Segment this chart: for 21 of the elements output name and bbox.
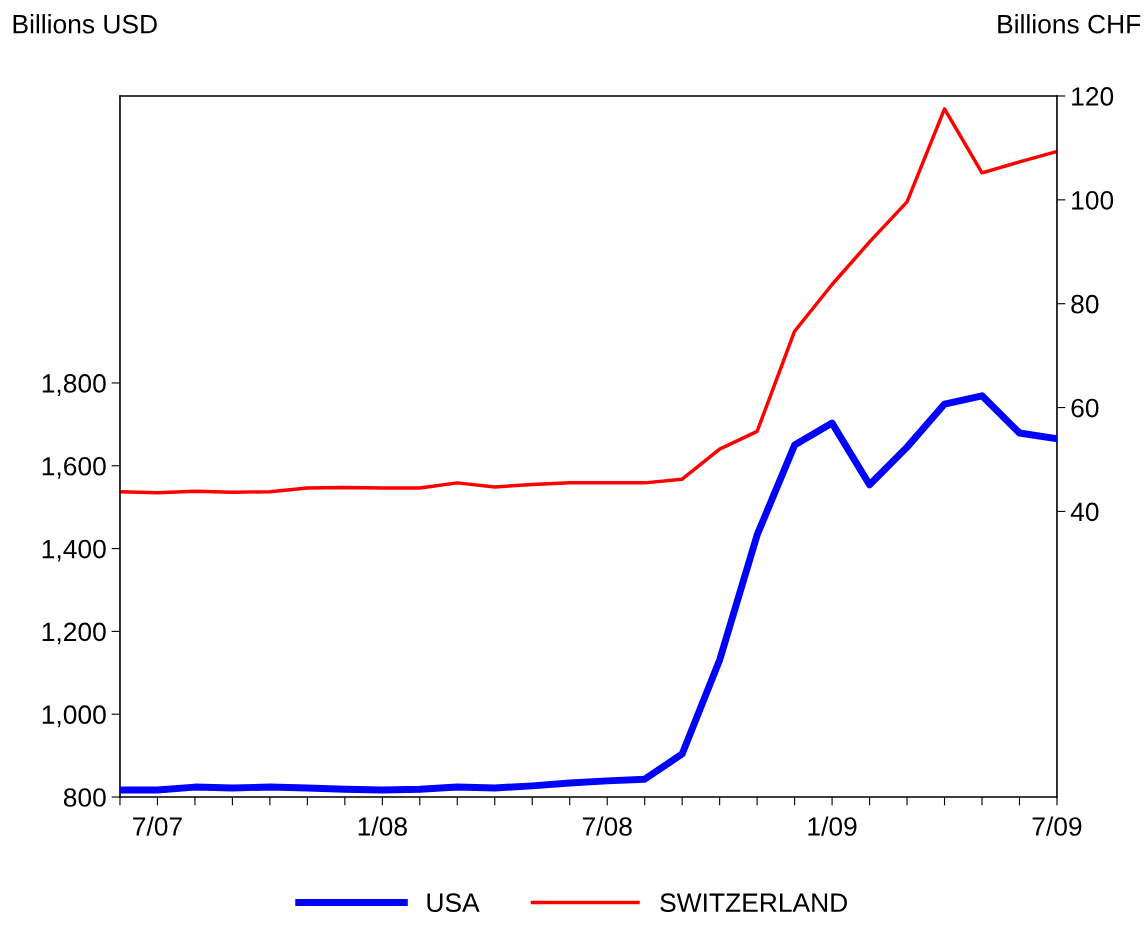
y2-axis-title: Billions CHF — [998, 14, 1141, 34]
y2-tick-label: 40 — [1070, 502, 1099, 522]
x-tick-label: 1/08 — [358, 816, 407, 836]
y2-tick-label: 100 — [1072, 190, 1114, 210]
x-tick-label: 7/09 — [1032, 816, 1082, 836]
legend-label: SWITZERLAND — [660, 893, 847, 913]
x-tick-label: 7/07 — [133, 816, 182, 836]
y2-tick-label: 80 — [1071, 294, 1099, 314]
line-series — [119, 107, 1057, 495]
x-tick-label: 7/08 — [582, 816, 632, 836]
y-tick-label: 1,400 — [42, 539, 106, 562]
y-tick-label: 1,800 — [42, 374, 106, 396]
y-axis-title: Billions USD — [13, 14, 157, 34]
y2-tick-label: 60 — [1071, 398, 1099, 418]
y-tick-label: 1,600 — [42, 456, 106, 479]
y-tick-label: 1,200 — [42, 622, 106, 645]
y-tick-label: 800 — [63, 788, 106, 807]
y2-tick-label: 120 — [1072, 87, 1114, 106]
legend-label: USA — [427, 893, 480, 913]
x-tick-label: 1/09 — [808, 816, 857, 836]
y-tick-label: 1,000 — [42, 705, 106, 728]
